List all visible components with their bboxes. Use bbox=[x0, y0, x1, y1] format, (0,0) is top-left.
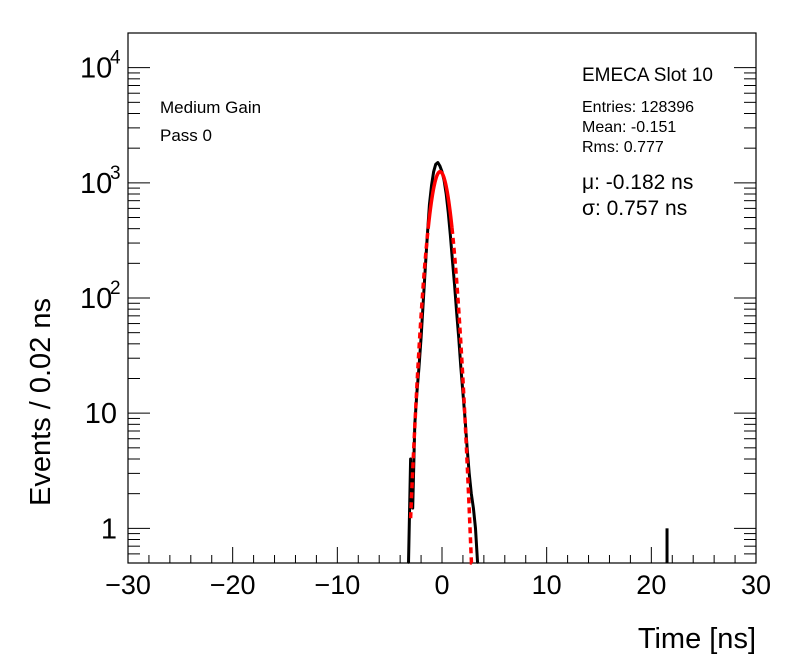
stat-rms: Rms: 0.777 bbox=[582, 139, 664, 156]
y-tick-base: 10 bbox=[85, 398, 117, 430]
x-tick-label: −10 bbox=[314, 570, 360, 600]
y-tick-base: 10 bbox=[80, 168, 112, 200]
x-axis-ticks: −30 −20 −10 0 10 20 30 bbox=[105, 547, 771, 600]
annotation-pass: Pass 0 bbox=[160, 126, 212, 145]
histogram-point bbox=[470, 492, 473, 495]
y-tick-exponent: 2 bbox=[110, 278, 121, 299]
x-tick-label: 10 bbox=[532, 570, 562, 600]
y-tick-label: 1 bbox=[101, 513, 117, 545]
y-tick-base: 1 bbox=[101, 513, 117, 545]
histogram-point bbox=[476, 562, 479, 564]
y-minor-ticks bbox=[128, 32, 756, 564]
stat-entries: Entries: 128396 bbox=[582, 99, 694, 116]
y-tick-exponent: 3 bbox=[110, 163, 121, 184]
histogram-point bbox=[430, 184, 433, 187]
y-axis-label: Events / 0.02 ns bbox=[25, 298, 57, 506]
histogram-point bbox=[432, 170, 435, 173]
x-tick-label: 30 bbox=[741, 570, 771, 600]
fit-sigma: σ: 0.757 ns bbox=[582, 197, 687, 220]
stat-mean: Mean: -0.151 bbox=[582, 119, 676, 136]
histogram-point bbox=[449, 234, 452, 237]
y-tick-label: 102 bbox=[80, 278, 121, 315]
histogram-point bbox=[451, 260, 454, 262]
histogram-point bbox=[472, 507, 475, 509]
histogram-point bbox=[455, 311, 458, 314]
histogram-point bbox=[439, 165, 441, 167]
y-tick-label: 103 bbox=[80, 163, 121, 200]
chart-title: EMECA Slot 10 bbox=[582, 65, 713, 86]
x-tick-label: −30 bbox=[105, 570, 151, 600]
fit-mu: μ: -0.182 ns bbox=[582, 171, 693, 194]
x-tick-label: 0 bbox=[434, 570, 449, 600]
y-tick-exponent: 4 bbox=[110, 48, 121, 69]
histogram-point bbox=[474, 527, 477, 530]
histogram-point bbox=[407, 562, 410, 564]
annotation-gain: Medium Gain bbox=[160, 98, 261, 117]
histogram-point bbox=[453, 284, 456, 286]
x-axis-label: Time [ns] bbox=[638, 623, 756, 655]
x-tick-label: 20 bbox=[636, 570, 666, 600]
y-tick-base: 10 bbox=[80, 53, 112, 85]
fit-core bbox=[426, 169, 454, 229]
histogram-point bbox=[409, 458, 412, 460]
histogram-point bbox=[434, 163, 437, 166]
x-tick-label: −20 bbox=[210, 570, 256, 600]
histogram-point bbox=[437, 161, 439, 164]
y-tick-base: 10 bbox=[80, 283, 112, 315]
y-tick-label: 10 bbox=[85, 398, 117, 430]
y-tick-label: 104 bbox=[80, 48, 121, 85]
fit-layer bbox=[408, 169, 474, 565]
fit-tail-left bbox=[408, 227, 430, 519]
